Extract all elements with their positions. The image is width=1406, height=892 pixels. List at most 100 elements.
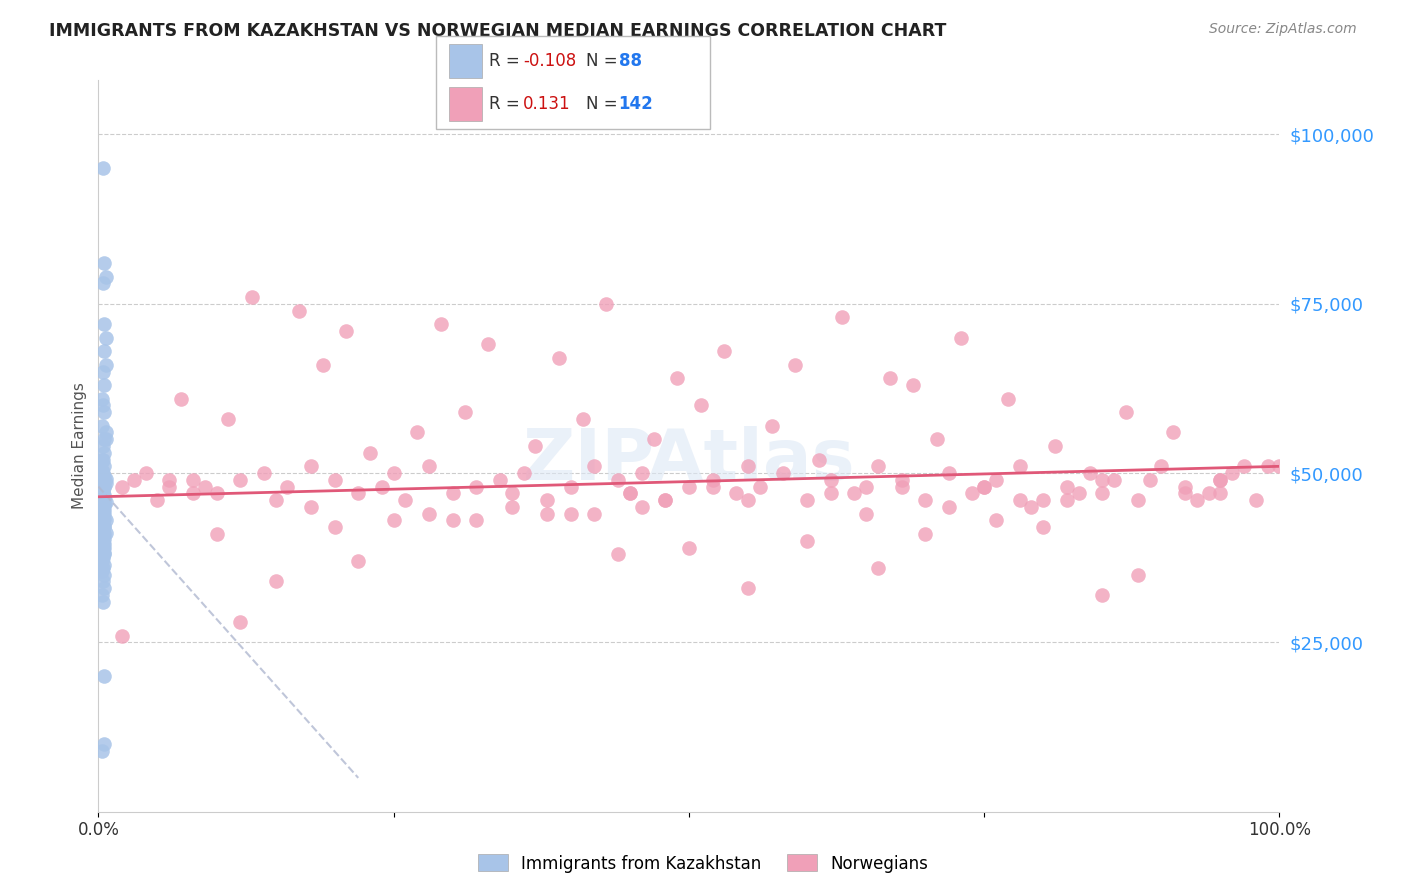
Point xyxy=(264,574,287,589)
Text: 142: 142 xyxy=(619,95,654,113)
Point xyxy=(91,481,114,495)
Point xyxy=(93,480,115,494)
Point xyxy=(91,528,114,542)
Point xyxy=(382,466,405,480)
Point xyxy=(973,480,995,494)
Point xyxy=(702,473,724,487)
Point xyxy=(548,351,571,365)
Point xyxy=(477,337,499,351)
Point xyxy=(1126,567,1149,582)
Point xyxy=(702,480,724,494)
Point xyxy=(737,581,759,595)
Point xyxy=(94,476,117,491)
Point xyxy=(984,473,1007,487)
Point xyxy=(229,473,252,487)
Text: 88: 88 xyxy=(619,52,641,70)
Point xyxy=(820,486,842,500)
Point xyxy=(1056,480,1078,494)
Point xyxy=(91,392,114,406)
Point xyxy=(1008,459,1031,474)
Point xyxy=(925,432,948,446)
Point xyxy=(194,480,217,494)
Point xyxy=(1091,473,1114,487)
Point xyxy=(394,493,416,508)
Point xyxy=(1032,493,1054,508)
Point xyxy=(91,515,114,529)
Point xyxy=(93,459,115,474)
Point xyxy=(93,567,115,582)
Point xyxy=(93,546,115,560)
Point xyxy=(94,525,117,540)
Point xyxy=(93,344,115,359)
Point xyxy=(1220,466,1243,480)
Point xyxy=(1150,459,1173,474)
Point xyxy=(796,493,818,508)
Point xyxy=(560,507,582,521)
Point xyxy=(772,466,794,480)
Point xyxy=(93,499,115,513)
Point xyxy=(938,500,960,514)
Point xyxy=(737,493,759,508)
Point xyxy=(689,398,711,412)
Point xyxy=(91,486,114,500)
Point xyxy=(94,514,117,528)
Point xyxy=(91,522,114,536)
Point xyxy=(973,480,995,494)
Point xyxy=(94,471,117,485)
Point xyxy=(465,514,488,528)
Point xyxy=(93,488,115,502)
Point xyxy=(93,541,115,555)
Point xyxy=(91,561,114,575)
Point xyxy=(91,491,114,506)
Point xyxy=(93,503,115,517)
Point xyxy=(91,554,114,568)
Point xyxy=(1056,493,1078,508)
Point xyxy=(91,516,114,531)
Point xyxy=(1161,425,1184,440)
Point xyxy=(914,527,936,541)
Point xyxy=(312,358,335,372)
Point xyxy=(607,547,630,561)
Point xyxy=(879,371,901,385)
Point xyxy=(91,541,114,556)
Point xyxy=(93,480,115,494)
Point xyxy=(903,378,925,392)
Point xyxy=(890,480,912,494)
Point xyxy=(441,514,464,528)
Point xyxy=(146,493,169,508)
Point xyxy=(748,480,770,494)
Point xyxy=(91,463,114,477)
Point xyxy=(91,595,114,609)
Text: N =: N = xyxy=(586,95,617,113)
Point xyxy=(91,508,114,522)
Point xyxy=(1209,486,1232,500)
Point xyxy=(418,459,440,474)
Point xyxy=(1126,493,1149,508)
Point xyxy=(844,486,866,500)
Point xyxy=(111,629,134,643)
Point xyxy=(91,539,114,553)
Point xyxy=(501,486,523,500)
Point xyxy=(91,500,114,514)
Point xyxy=(678,480,700,494)
Point xyxy=(371,480,394,494)
Point xyxy=(93,512,115,526)
Point xyxy=(93,737,115,751)
Point xyxy=(240,290,263,304)
Point xyxy=(1091,486,1114,500)
Point xyxy=(938,466,960,480)
Point xyxy=(181,473,204,487)
Point xyxy=(560,480,582,494)
Point xyxy=(93,446,115,460)
Point xyxy=(93,405,115,419)
Point xyxy=(524,439,547,453)
Point xyxy=(91,161,114,176)
Point xyxy=(90,524,112,538)
Point xyxy=(713,344,735,359)
Point xyxy=(866,459,889,474)
Point xyxy=(93,497,115,511)
Point xyxy=(1021,500,1043,514)
Point xyxy=(654,493,676,508)
Point xyxy=(962,486,984,500)
Point xyxy=(465,480,488,494)
